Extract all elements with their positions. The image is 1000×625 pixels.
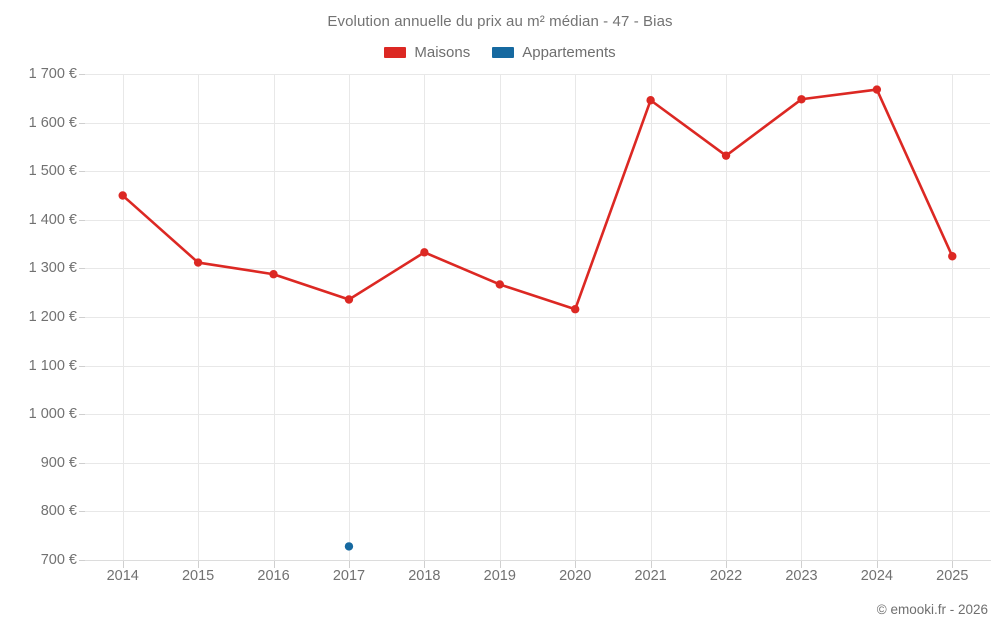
x-axis-tick-label: 2023 — [785, 568, 818, 584]
x-axis-tick-label: 2014 — [106, 568, 139, 584]
x-axis-tick-label: 2017 — [332, 568, 366, 584]
x-tick-mark — [122, 561, 124, 568]
x-axis-tick-label: 2018 — [408, 568, 441, 584]
y-tick-mark — [79, 317, 85, 318]
y-axis-tick-label: 1 400 € — [28, 211, 77, 228]
data-point-maisons[interactable] — [193, 258, 203, 267]
data-point-maisons[interactable] — [420, 248, 429, 257]
x-axis-tick-label: 2020 — [559, 568, 592, 584]
gridline-vertical — [876, 74, 878, 560]
gridline-vertical — [650, 74, 652, 560]
x-axis-tick-label: 2016 — [257, 568, 290, 584]
y-axis-tick-label: 1 100 € — [28, 357, 77, 374]
copyright-credit: © emooki.fr - 2026 — [876, 602, 988, 617]
gridline-horizontal — [85, 365, 990, 367]
data-point-maisons[interactable] — [872, 85, 882, 94]
y-tick-mark — [79, 171, 85, 173]
gridline-vertical — [726, 74, 728, 560]
x-axis-tick-label: 2019 — [483, 568, 516, 584]
x-tick-mark — [424, 561, 426, 568]
x-tick-mark — [952, 561, 954, 568]
gridline-vertical — [273, 74, 275, 560]
data-point-maisons[interactable] — [269, 270, 278, 279]
y-tick-mark — [79, 414, 85, 416]
chart-title: Evolution annuelle du prix au m² médian … — [327, 13, 673, 30]
gridline-horizontal — [85, 511, 990, 513]
legend-item-appartements[interactable]: Appartements — [492, 44, 616, 61]
legend-swatch-appartements — [492, 47, 515, 58]
gridline-horizontal — [85, 122, 990, 124]
x-axis-tick-label: 2025 — [936, 568, 969, 584]
gridline-horizontal — [85, 219, 990, 221]
gridline-vertical — [499, 74, 501, 560]
y-tick-mark — [79, 122, 85, 124]
y-axis-tick-label: 1 600 € — [28, 114, 77, 131]
y-tick-mark — [79, 74, 85, 75]
y-tick-mark — [79, 268, 85, 270]
data-point-maisons[interactable] — [721, 151, 731, 160]
y-axis-tick-label: 1 200 € — [28, 309, 77, 325]
data-point-maisons[interactable] — [646, 96, 655, 105]
y-tick-mark — [79, 560, 85, 561]
x-axis-tick-label: 2015 — [181, 568, 215, 584]
gridline-horizontal — [85, 462, 990, 464]
x-axis-tick-label: 2022 — [709, 568, 743, 584]
y-axis-tick-label: 1 700 € — [28, 66, 77, 82]
y-tick-mark — [79, 462, 85, 464]
x-axis-tick-label: 2021 — [634, 568, 667, 584]
gridline-vertical — [952, 74, 954, 560]
gridline-vertical — [801, 74, 803, 560]
x-tick-mark — [801, 561, 803, 568]
x-tick-mark — [650, 561, 652, 568]
x-tick-mark — [876, 561, 878, 568]
data-point-maisons[interactable] — [118, 191, 127, 200]
gridline-horizontal — [85, 74, 990, 75]
y-axis-tick-label: 700 € — [40, 552, 77, 568]
y-axis-labels: 700 € 800 € 900 € 1 000 € 1 100 € 1 200 € 1 30… — [0, 0, 77, 625]
x-tick-mark — [273, 561, 275, 568]
x-tick-mark — [499, 561, 501, 568]
chart-legend: Maisons Appartements — [0, 44, 1000, 61]
data-point-maisons[interactable] — [797, 95, 806, 104]
legend-label-maisons: Maisons — [414, 44, 471, 61]
y-axis-tick-label: 1 000 € — [28, 406, 77, 423]
y-tick-mark — [79, 511, 85, 513]
data-point-maisons[interactable] — [344, 295, 354, 304]
plot-area — [85, 74, 990, 561]
series-line-maisons — [121, 88, 954, 311]
gridline-vertical — [122, 74, 124, 560]
y-tick-mark — [79, 365, 85, 367]
data-point-maisons[interactable] — [948, 252, 957, 261]
x-axis-tick-label: 2024 — [860, 568, 894, 584]
data-point-maisons[interactable] — [495, 280, 504, 289]
legend-item-maisons[interactable]: Maisons — [384, 44, 470, 61]
legend-label-appartements: Appartements — [522, 44, 616, 61]
x-tick-mark — [348, 561, 350, 568]
gridline-horizontal — [85, 171, 990, 173]
y-axis-tick-label: 1 500 € — [28, 163, 77, 180]
gridline-vertical — [424, 74, 426, 560]
y-axis-tick-label: 1 300 € — [28, 260, 77, 277]
gridline-horizontal — [85, 414, 990, 416]
x-tick-mark — [575, 561, 577, 568]
y-tick-mark — [79, 219, 85, 221]
data-point-appartements[interactable] — [344, 542, 354, 551]
x-tick-mark — [198, 561, 200, 568]
gridline-horizontal — [85, 268, 990, 270]
gridline-vertical — [575, 74, 577, 560]
gridline-horizontal — [85, 317, 990, 318]
x-axis-line — [85, 560, 991, 561]
legend-swatch-maisons — [384, 47, 407, 58]
y-axis-tick-label: 800 € — [40, 503, 77, 520]
gridline-vertical — [348, 74, 350, 560]
x-tick-mark — [726, 561, 728, 568]
y-axis-tick-label: 900 € — [40, 454, 77, 471]
gridline-vertical — [198, 74, 200, 560]
data-point-maisons[interactable] — [571, 305, 580, 314]
